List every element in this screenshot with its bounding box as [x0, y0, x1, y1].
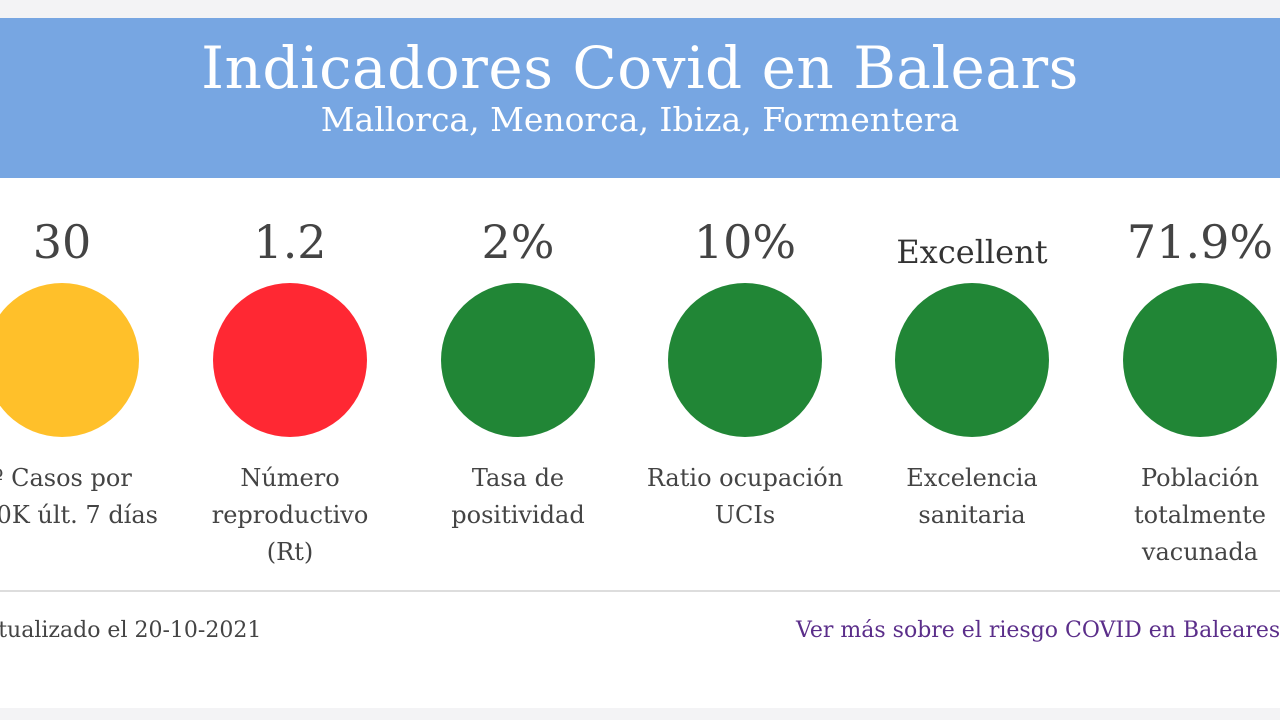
covid-widget-card: Indicadores Covid en Balears Mallorca, M… [0, 18, 1280, 708]
more-info-link[interactable]: Ver más sobre el riesgo COVID en Baleare… [796, 618, 1280, 643]
indicator-value: 30 [32, 215, 92, 269]
page-title: Indicadores Covid en Balears [201, 34, 1079, 102]
status-circle [668, 283, 822, 437]
status-circle [895, 283, 1049, 437]
indicator-label: Excelencia sanitaria [906, 464, 1038, 529]
status-circle [213, 283, 367, 437]
page-subtitle: Mallorca, Menorca, Ibiza, Formentera [320, 100, 960, 139]
indicator-label: Ratio ocupación UCIs [646, 464, 844, 529]
status-circle [1123, 283, 1277, 437]
indicator-value: 71.9% [1126, 215, 1274, 269]
indicator-label: Tasa de positividad [451, 464, 585, 529]
indicator-label: º Casos por 100K últ. 7 días [0, 464, 158, 529]
updated-date: Actualizado el 20-10-2021 [0, 618, 262, 643]
indicator-value: Excellent [896, 233, 1048, 271]
footer-divider [0, 590, 1280, 592]
indicator-value: 10% [693, 215, 797, 269]
indicator-label: Número reproductivo (Rt) [211, 464, 369, 566]
header-banner: Indicadores Covid en Balears Mallorca, M… [0, 18, 1280, 178]
indicator-value: 2% [481, 215, 555, 269]
indicator-label: Población totalmente vacunada [1134, 464, 1266, 566]
status-circle [0, 283, 139, 437]
status-circle [441, 283, 595, 437]
indicator-value: 1.2 [253, 215, 327, 269]
